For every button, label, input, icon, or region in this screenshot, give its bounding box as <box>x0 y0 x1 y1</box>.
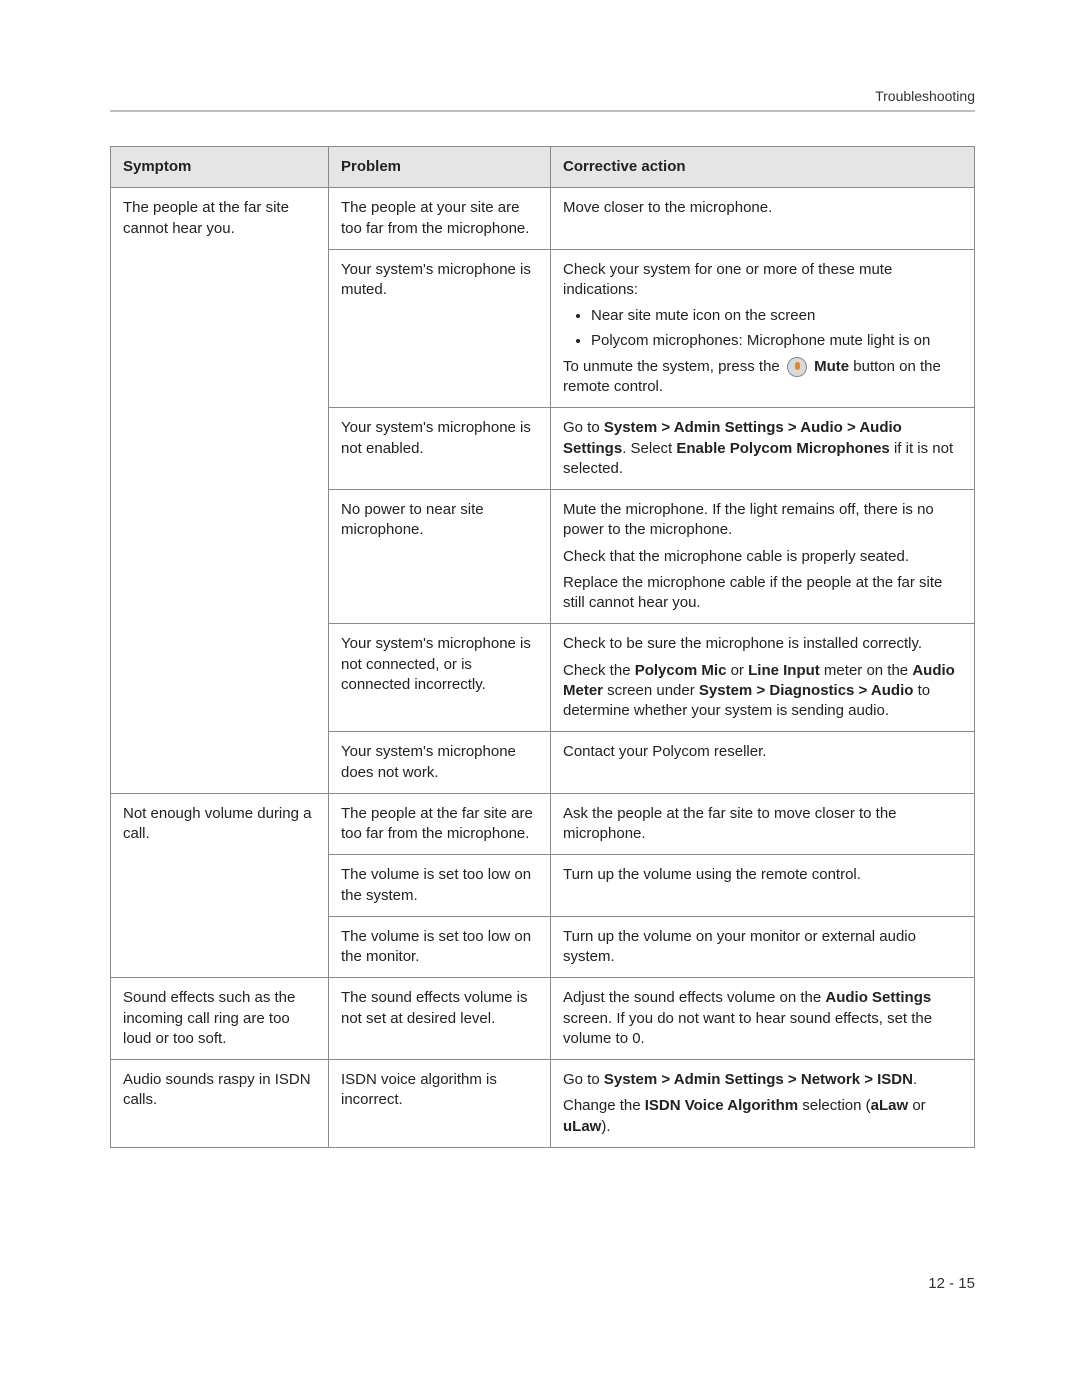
table-row: The volume is set too low on the system.… <box>111 855 975 917</box>
action-text: To unmute the system, press the Mute but… <box>563 357 962 398</box>
cell-problem: The sound effects volume is not set at d… <box>329 978 551 1060</box>
cell-action: Go to System > Admin Settings > Network … <box>551 1060 975 1148</box>
table-row: Your system's microphone is not connecte… <box>111 624 975 732</box>
text: screen. If you do not want to hear sound… <box>563 1010 932 1047</box>
col-problem: Problem <box>329 147 551 188</box>
cell-problem: Your system's microphone is not enabled. <box>329 408 551 490</box>
cell-action: Turn up the volume on your monitor or ex… <box>551 916 975 978</box>
table-row: No power to near site microphone. Mute t… <box>111 490 975 624</box>
cell-symptom: Audio sounds raspy in ISDN calls. <box>111 1060 329 1148</box>
cell-action: Turn up the volume using the remote cont… <box>551 855 975 917</box>
col-action: Corrective action <box>551 147 975 188</box>
section-header: Troubleshooting <box>110 88 975 104</box>
text-bold: System > Diagnostics > Audio <box>699 682 914 699</box>
bullet-item: Near site mute icon on the screen <box>591 306 962 326</box>
text-bold: ISDN Voice Algorithm <box>645 1097 798 1114</box>
text: or <box>726 662 748 679</box>
cell-problem: Your system's microphone is muted. <box>329 249 551 408</box>
text: . <box>913 1071 917 1088</box>
action-text: Go to System > Admin Settings > Network … <box>563 1070 962 1090</box>
text: Adjust the sound effects volume on the <box>563 989 825 1006</box>
table-row: The volume is set too low on the monitor… <box>111 916 975 978</box>
action-text: Change the ISDN Voice Algorithm selectio… <box>563 1096 962 1137</box>
bullet-item: Polycom microphones: Microphone mute lig… <box>591 331 962 351</box>
text: . Select <box>622 440 676 457</box>
text-bold: Mute <box>814 358 849 375</box>
cell-action: Move closer to the microphone. <box>551 188 975 250</box>
cell-problem: The volume is set too low on the monitor… <box>329 916 551 978</box>
text-bold: System > Admin Settings > Network > ISDN <box>604 1071 913 1088</box>
text-bold: Audio Settings <box>825 989 931 1006</box>
header-divider <box>110 110 975 112</box>
cell-symptom-cont <box>111 916 329 978</box>
text: ). <box>601 1118 610 1135</box>
text: To unmute the system, press the <box>563 358 780 375</box>
text: screen under <box>603 682 699 699</box>
cell-problem: Your system's microphone does not work. <box>329 732 551 794</box>
text: Go to <box>563 1071 604 1088</box>
cell-symptom-cont <box>111 490 329 624</box>
table-row: The people at the far site cannot hear y… <box>111 188 975 250</box>
text-bold: Enable Polycom Microphones <box>676 440 889 457</box>
cell-symptom-cont <box>111 624 329 732</box>
action-text: Mute the microphone. If the light remain… <box>563 500 962 541</box>
cell-problem: The volume is set too low on the system. <box>329 855 551 917</box>
action-text: Check your system for one or more of the… <box>563 260 962 301</box>
mute-icon <box>787 357 807 377</box>
text: or <box>908 1097 926 1114</box>
cell-action: Adjust the sound effects volume on the A… <box>551 978 975 1060</box>
cell-action: Ask the people at the far site to move c… <box>551 793 975 855</box>
cell-action: Contact your Polycom reseller. <box>551 732 975 794</box>
table-row: Your system's microphone does not work. … <box>111 732 975 794</box>
table-row: Your system's microphone is not enabled.… <box>111 408 975 490</box>
table-header-row: Symptom Problem Corrective action <box>111 147 975 188</box>
cell-symptom-cont <box>111 249 329 408</box>
cell-problem: ISDN voice algorithm is incorrect. <box>329 1060 551 1148</box>
text: Check the <box>563 662 635 679</box>
cell-action: Check your system for one or more of the… <box>551 249 975 408</box>
text: Change the <box>563 1097 645 1114</box>
troubleshooting-table: Symptom Problem Corrective action The pe… <box>110 146 975 1148</box>
cell-problem: The people at your site are too far from… <box>329 188 551 250</box>
text-bold: Line Input <box>748 662 820 679</box>
action-bullets: Near site mute icon on the screen Polyco… <box>563 306 962 351</box>
action-text: Replace the microphone cable if the peop… <box>563 573 962 614</box>
table-row: Not enough volume during a call. The peo… <box>111 793 975 855</box>
page-number: 12 - 15 <box>928 1275 975 1292</box>
cell-problem: No power to near site microphone. <box>329 490 551 624</box>
cell-problem: Your system's microphone is not connecte… <box>329 624 551 732</box>
col-symptom: Symptom <box>111 147 329 188</box>
text: Go to <box>563 419 604 436</box>
text-bold: aLaw <box>871 1097 909 1114</box>
table-row: Sound effects such as the incoming call … <box>111 978 975 1060</box>
table-row: Audio sounds raspy in ISDN calls. ISDN v… <box>111 1060 975 1148</box>
action-text: Check that the microphone cable is prope… <box>563 547 962 567</box>
cell-action: Go to System > Admin Settings > Audio > … <box>551 408 975 490</box>
cell-action: Check to be sure the microphone is insta… <box>551 624 975 732</box>
cell-symptom: Not enough volume during a call. <box>111 793 329 855</box>
cell-action: Mute the microphone. If the light remain… <box>551 490 975 624</box>
cell-symptom-cont <box>111 732 329 794</box>
cell-symptom-cont <box>111 408 329 490</box>
text: meter on the <box>820 662 913 679</box>
table-row: Your system's microphone is muted. Check… <box>111 249 975 408</box>
text-bold: Polycom Mic <box>635 662 727 679</box>
action-text: Check the Polycom Mic or Line Input mete… <box>563 661 962 722</box>
cell-symptom: Sound effects such as the incoming call … <box>111 978 329 1060</box>
cell-problem: The people at the far site are too far f… <box>329 793 551 855</box>
cell-symptom-cont <box>111 855 329 917</box>
action-text: Check to be sure the microphone is insta… <box>563 634 962 654</box>
cell-symptom: The people at the far site cannot hear y… <box>111 188 329 250</box>
text-bold: uLaw <box>563 1118 601 1135</box>
text: selection ( <box>798 1097 871 1114</box>
